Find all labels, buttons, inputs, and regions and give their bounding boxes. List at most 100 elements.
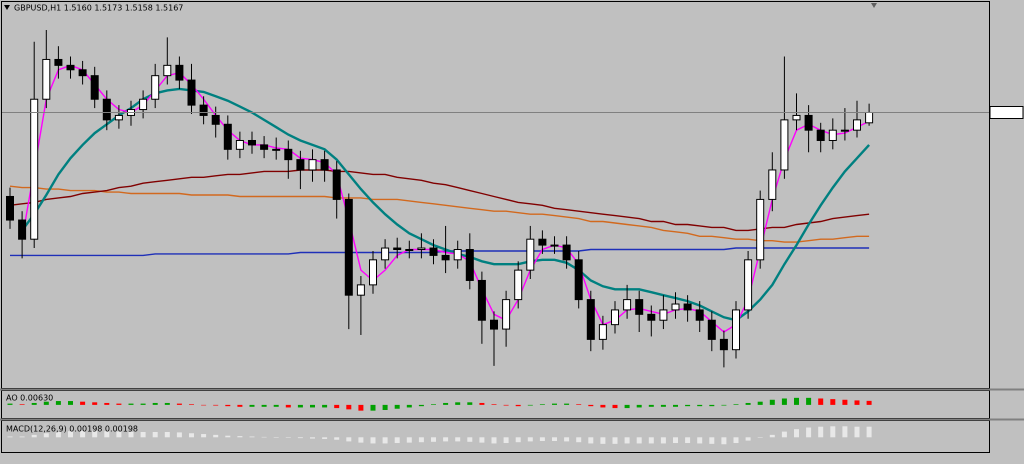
candle-body bbox=[816, 129, 825, 141]
histogram-bar bbox=[334, 437, 340, 440]
candle-body bbox=[175, 64, 184, 81]
histogram-bar bbox=[213, 434, 219, 438]
histogram-bar bbox=[685, 437, 691, 444]
candle-body bbox=[550, 244, 559, 247]
macd-title: MACD(12,26,9) 0.00198 0.00198 bbox=[6, 425, 138, 434]
histogram-bar bbox=[116, 403, 122, 405]
histogram-bar bbox=[794, 397, 799, 405]
histogram-bar bbox=[479, 402, 485, 405]
histogram-bar bbox=[7, 403, 13, 405]
candle-body bbox=[344, 198, 353, 296]
histogram-bar bbox=[261, 404, 267, 407]
candle-body bbox=[405, 249, 414, 252]
histogram-bar bbox=[68, 431, 73, 438]
histogram-bar bbox=[455, 437, 461, 442]
candle-body bbox=[163, 64, 172, 77]
chart-menu-icon[interactable] bbox=[4, 5, 10, 10]
candle-body bbox=[707, 319, 716, 340]
histogram-bar bbox=[92, 402, 98, 405]
histogram-bar bbox=[806, 397, 812, 405]
candle-body bbox=[671, 303, 680, 311]
histogram-bar bbox=[273, 437, 279, 438]
histogram-bar bbox=[176, 403, 182, 405]
histogram-bar bbox=[757, 437, 763, 438]
histogram-bar bbox=[92, 430, 98, 438]
histogram-bar bbox=[721, 437, 727, 445]
histogram-bar bbox=[515, 404, 521, 407]
histogram-bar bbox=[443, 402, 449, 405]
histogram-bar bbox=[527, 437, 533, 442]
candle-body bbox=[223, 123, 232, 150]
candle-body bbox=[586, 299, 595, 340]
histogram-bar bbox=[164, 432, 170, 438]
histogram-bar bbox=[769, 399, 775, 405]
candle-body bbox=[490, 319, 498, 330]
histogram-bar bbox=[19, 436, 25, 438]
histogram-bar bbox=[225, 435, 231, 438]
histogram-bar bbox=[310, 404, 315, 408]
candle-body bbox=[296, 159, 305, 171]
histogram-bar bbox=[116, 431, 122, 438]
histogram-bar bbox=[382, 404, 388, 411]
histogram-bar bbox=[660, 437, 666, 444]
candle-body bbox=[840, 129, 849, 132]
histogram-bar bbox=[261, 436, 267, 438]
histogram-bar bbox=[152, 402, 158, 405]
candle-body bbox=[381, 247, 390, 261]
histogram-bar bbox=[757, 401, 763, 405]
histogram-bar bbox=[576, 437, 582, 443]
histogram-bar bbox=[358, 437, 364, 443]
histogram-bar bbox=[382, 437, 388, 444]
histogram-bar bbox=[769, 434, 775, 438]
candle-body bbox=[114, 114, 123, 121]
histogram-bar bbox=[818, 398, 824, 405]
histogram-bar bbox=[104, 431, 110, 438]
histogram-bar bbox=[866, 426, 872, 438]
candle-body bbox=[332, 169, 341, 200]
histogram-bar bbox=[394, 404, 400, 409]
histogram-bar bbox=[781, 398, 787, 405]
candle-body bbox=[526, 238, 535, 271]
histogram-bar bbox=[564, 437, 570, 442]
candle-body bbox=[453, 249, 462, 261]
histogram-bar bbox=[80, 430, 86, 438]
histogram-bar bbox=[225, 404, 231, 407]
histogram-bar bbox=[842, 399, 848, 405]
histogram-bar bbox=[55, 401, 61, 405]
histogram-bar bbox=[431, 404, 436, 405]
candle-body bbox=[66, 64, 75, 71]
histogram-bar bbox=[55, 432, 61, 438]
histogram-bar bbox=[237, 404, 243, 407]
candle-body bbox=[260, 144, 269, 150]
histogram-bar bbox=[443, 437, 449, 442]
histogram-bar bbox=[818, 426, 824, 438]
histogram-bar bbox=[189, 433, 194, 438]
candle-body bbox=[54, 58, 63, 66]
histogram-bar bbox=[660, 404, 666, 407]
candle-body bbox=[695, 309, 704, 321]
candle-body bbox=[6, 195, 14, 221]
histogram-bar bbox=[31, 402, 37, 405]
histogram-bar bbox=[19, 404, 25, 405]
histogram-bar bbox=[285, 437, 291, 438]
chart-title: GBPUSD,H1 1.5160 1.5173 1.5158 1.5167 bbox=[14, 4, 183, 13]
histogram-bar bbox=[539, 437, 545, 441]
histogram-bar bbox=[673, 404, 678, 407]
histogram-bar bbox=[346, 437, 352, 442]
moving-average-line bbox=[9, 185, 870, 243]
histogram-bar bbox=[612, 437, 618, 444]
histogram-bar bbox=[709, 404, 715, 407]
histogram-bar bbox=[527, 404, 533, 406]
histogram-bar bbox=[201, 434, 207, 438]
shift-marker[interactable] bbox=[871, 3, 877, 8]
histogram-bar bbox=[697, 437, 703, 444]
candle-body bbox=[744, 259, 753, 311]
histogram-bar bbox=[854, 426, 860, 438]
histogram-bar bbox=[201, 404, 207, 406]
histogram-bar bbox=[358, 404, 364, 411]
histogram-bar bbox=[745, 402, 751, 405]
histogram-bar bbox=[552, 403, 557, 405]
histogram-bar bbox=[128, 432, 134, 438]
marks-layer bbox=[2, 29, 1024, 445]
